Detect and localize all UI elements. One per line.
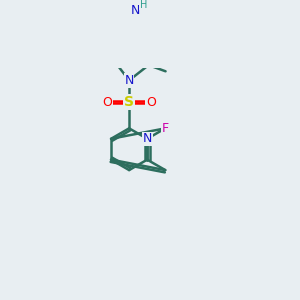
Text: S: S xyxy=(124,95,134,109)
Text: N: N xyxy=(124,74,134,87)
Text: N: N xyxy=(142,132,152,145)
Text: H: H xyxy=(140,0,147,10)
Text: O: O xyxy=(146,96,156,109)
Text: N: N xyxy=(131,4,140,17)
Text: F: F xyxy=(162,122,169,135)
Text: O: O xyxy=(103,96,112,109)
